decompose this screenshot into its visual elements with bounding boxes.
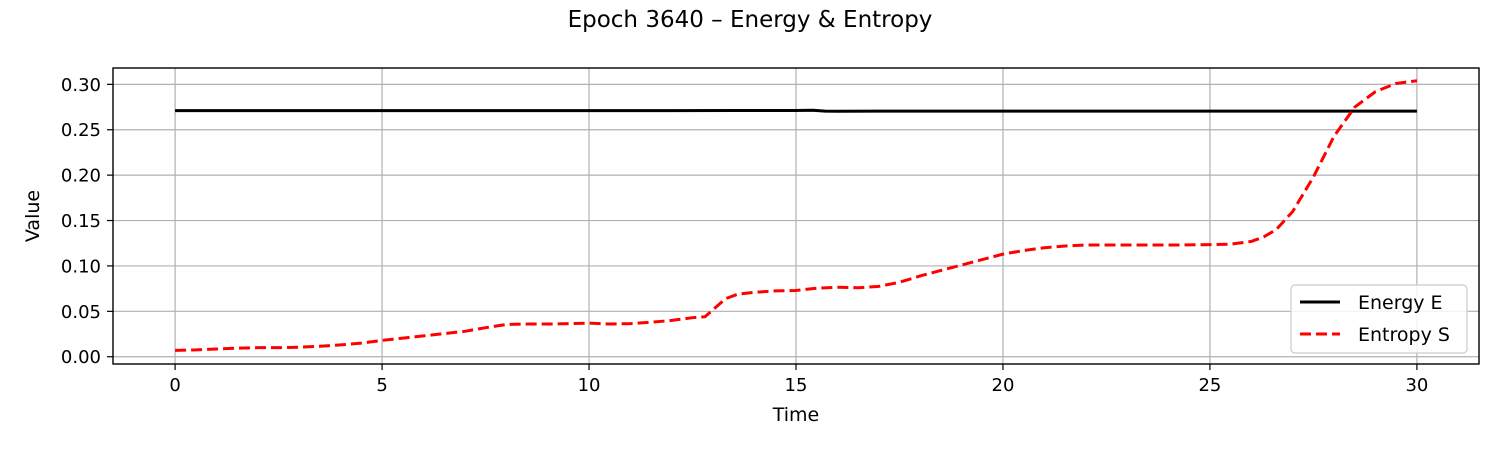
x-axis-ticks: 0 5 10 15 20 25 30 [169,364,1428,396]
legend-label: Energy E [1358,292,1443,314]
y-tick-label: 0.05 [61,302,101,323]
x-tick-label: 0 [169,375,180,396]
y-tick-label: 0.25 [61,120,101,141]
series-lines [175,79,1418,352]
y-tick-label: 0.00 [61,347,101,368]
grid-lines [113,68,1479,364]
y-axis-ticks: 0.00 0.05 0.10 0.15 0.20 0.25 0.30 [61,75,113,368]
chart-title: Epoch 3640 – Energy & Entropy [568,7,933,33]
y-tick-label: 0.20 [61,166,101,187]
legend-entries: Energy E Entropy S [1300,292,1450,346]
x-tick-label: 20 [992,375,1015,396]
y-tick-label: 0.15 [61,211,101,232]
y-tick-label: 0.10 [61,256,101,277]
x-tick-label: 25 [1198,375,1221,396]
x-tick-label: 10 [578,375,601,396]
y-tick-label: 0.30 [61,75,101,96]
legend: Energy E Entropy S [1290,284,1468,354]
x-tick-label: 5 [376,375,387,396]
y-axis-label: Value [22,190,44,242]
x-axis-label: Time [772,404,820,426]
legend-label: Entropy S [1358,324,1450,346]
series-line-0 [175,108,1417,113]
x-tick-label: 30 [1405,375,1428,396]
x-tick-label: 15 [785,375,808,396]
series-line-1 [175,79,1418,352]
